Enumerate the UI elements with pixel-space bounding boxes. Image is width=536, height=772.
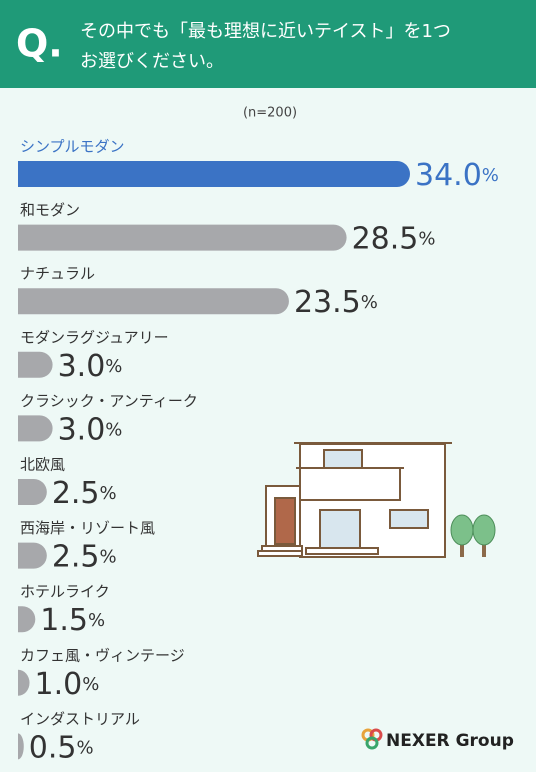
value-label: 2.5% [52, 476, 117, 511]
bar [18, 733, 24, 760]
bar [18, 224, 347, 251]
value-label: 23.5% [294, 285, 378, 320]
category-label: モダンラグジュアリー [20, 328, 169, 346]
q-mark: Q. [16, 22, 63, 66]
category-label: 和モダン [20, 201, 80, 219]
value-label: 3.0% [58, 412, 123, 447]
bar [18, 288, 289, 315]
category-label: ナチュラル [20, 265, 95, 283]
value-label: 2.5% [52, 539, 117, 574]
category-label: インダストリアル [20, 710, 140, 728]
bar [18, 542, 47, 569]
trees [450, 514, 496, 557]
value-label: 28.5% [352, 221, 436, 256]
value-label: 0.5% [29, 730, 94, 765]
value-label: 1.0% [35, 666, 100, 701]
bar [18, 606, 36, 633]
bar [18, 351, 53, 378]
value-label: 34.0% [415, 158, 499, 193]
bar [18, 415, 53, 442]
category-label: シンプルモダン [20, 138, 125, 156]
sample-note: (n=200) [243, 106, 297, 121]
value-label: 1.5% [40, 603, 105, 638]
logo-icon [361, 728, 383, 750]
category-label: 北欧風 [20, 456, 65, 474]
value-label: 3.0% [58, 348, 123, 383]
house [257, 442, 452, 558]
bar [18, 161, 410, 187]
logo: NEXER Group [386, 731, 514, 751]
category-label: カフェ風・ヴィンテージ [20, 646, 185, 664]
question-line: その中でも「最も理想に近いテイスト」を1つ [80, 21, 451, 42]
header-band [0, 0, 536, 88]
bar [18, 669, 30, 696]
bar [18, 479, 47, 505]
category-label: ホテルライク [20, 583, 110, 601]
question-line: お選びください。 [80, 51, 224, 72]
category-label: 西海岸・リゾート風 [20, 519, 155, 537]
category-label: クラシック・アンティーク [20, 392, 198, 410]
